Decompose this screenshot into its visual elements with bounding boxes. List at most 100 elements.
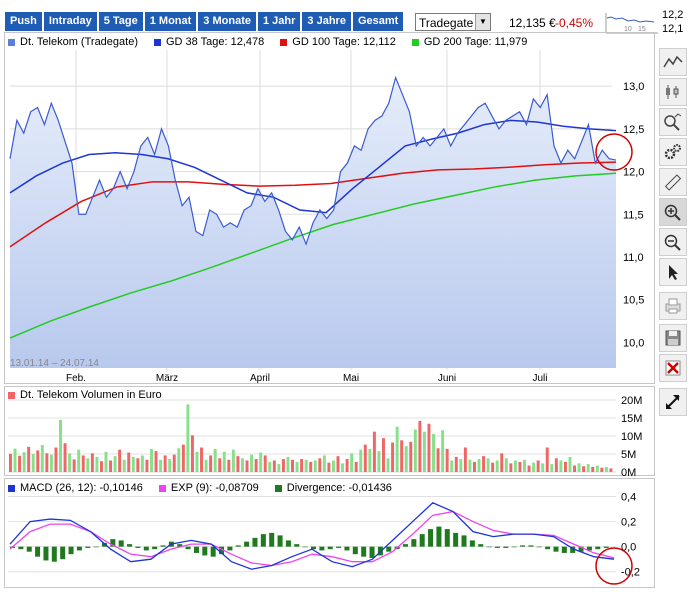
divergence-bar (528, 545, 534, 547)
divergence-bar (369, 546, 375, 558)
legend-gd38: GD 38 Tage: 12,478 (154, 36, 264, 48)
divergence-bar (361, 546, 367, 557)
divergence-bar (51, 546, 57, 562)
tab-3-monate[interactable]: 3 Monate (198, 12, 256, 31)
dropdown-arrow-icon[interactable]: ▼ (475, 14, 490, 30)
volume-bar (418, 420, 422, 472)
tab-1-jahr[interactable]: 1 Jahr (257, 12, 301, 31)
volume-bar (104, 451, 108, 472)
volume-bar (427, 423, 431, 472)
volume-bar (181, 444, 185, 472)
settings-button[interactable] (659, 138, 687, 166)
legend-swatch (280, 38, 288, 46)
delete-button[interactable] (659, 354, 687, 382)
volume-bar (68, 453, 72, 472)
divergence-bar (486, 546, 492, 548)
zoom-out-button[interactable] (659, 228, 687, 256)
macd-line (9, 502, 615, 570)
volume-bar (545, 447, 549, 472)
exchange-select[interactable]: Tradegate ▼ (415, 13, 491, 31)
pointer-button[interactable] (659, 258, 687, 286)
volume-tick-label: 10M (621, 431, 642, 443)
price-legend: Dt. Telekom (Tradegate) GD 38 Tage: 12,4… (8, 36, 543, 48)
volume-bar (495, 460, 499, 472)
legend-swatch (8, 484, 15, 492)
divergence-bar (252, 537, 258, 547)
mini-low: 12,1 (662, 23, 684, 35)
fullscreen-button[interactable] (659, 388, 687, 416)
volume-bar (27, 446, 31, 472)
volume-bar (359, 449, 363, 472)
delete-icon (665, 360, 681, 376)
tab-5-tage[interactable]: 5 Tage (98, 12, 143, 31)
tab-intraday[interactable]: Intraday (43, 12, 97, 31)
volume-bar (500, 453, 504, 472)
volume-bar (86, 458, 90, 472)
volume-bar (318, 458, 322, 472)
candlestick-icon (666, 85, 679, 99)
volume-tick-label: 5M (621, 449, 636, 461)
print-button[interactable] (659, 292, 687, 320)
volume-bar (354, 461, 358, 472)
volume-bar (577, 463, 581, 472)
volume-bar (441, 430, 445, 472)
volume-bar (291, 459, 294, 472)
volume-bar (536, 460, 540, 472)
volume-bar (281, 459, 285, 472)
divergence-bar (419, 534, 425, 547)
tab-1-monat[interactable]: 1 Monat (144, 12, 197, 31)
tab-push[interactable]: Push (5, 12, 42, 31)
volume-bar (250, 454, 254, 472)
divergence-bar (386, 546, 392, 552)
period-tabs: Push Intraday 5 Tage 1 Monat 3 Monate 1 … (5, 12, 404, 31)
legend-gd100: GD 100 Tage: 12,112 (280, 36, 396, 48)
legend-gd200: GD 200 Tage: 11,979 (411, 36, 527, 48)
divergence-bar (561, 546, 567, 553)
divergence-bar (76, 546, 82, 551)
save-icon (665, 330, 681, 346)
volume-bar (395, 426, 399, 472)
macd-tick-label: 0,2 (621, 517, 636, 529)
draw-button[interactable] (659, 168, 687, 196)
volume-bar (95, 456, 99, 472)
volume-bar (568, 456, 572, 472)
volume-bar (573, 465, 577, 472)
divergence-bar (227, 546, 233, 551)
search-chart-icon (664, 113, 682, 131)
volume-bar (541, 463, 545, 472)
volume-bar (468, 459, 472, 472)
divergence-bar (453, 532, 459, 547)
volume-bar (336, 456, 340, 472)
volume-bar (345, 459, 349, 472)
divergence-bar (319, 546, 325, 551)
volume-bar (295, 461, 299, 472)
volume-bar (236, 456, 240, 472)
price-tick-label: 13,0 (623, 81, 644, 93)
volume-bar (36, 450, 40, 472)
volume-bar (363, 444, 367, 472)
divergence-bar (285, 540, 291, 547)
volume-bar (18, 455, 22, 472)
line-chart-button[interactable] (659, 48, 687, 76)
zoom-in-button[interactable] (659, 198, 687, 226)
tab-gesamt[interactable]: Gesamt (352, 12, 404, 31)
volume-bar (9, 454, 12, 472)
tab-3-jahre[interactable]: 3 Jahre (302, 12, 351, 31)
save-button[interactable] (659, 324, 687, 352)
analyze-button[interactable] (659, 108, 687, 136)
volume-bar (400, 440, 404, 472)
volume-bar (591, 466, 595, 472)
volume-bar (195, 451, 199, 472)
volume-bar (159, 459, 163, 472)
price-tick-label: 10,5 (623, 295, 644, 307)
volume-bar (45, 453, 49, 472)
divergence-bar (260, 534, 266, 547)
volume-bar (382, 438, 385, 472)
divergence-bar (235, 545, 241, 547)
volume-bar (304, 459, 308, 472)
highlight-circle (595, 133, 633, 171)
divergence-bar (193, 546, 199, 553)
volume-bar (518, 461, 522, 472)
volume-bar (72, 459, 76, 472)
candlestick-button[interactable] (659, 78, 687, 106)
